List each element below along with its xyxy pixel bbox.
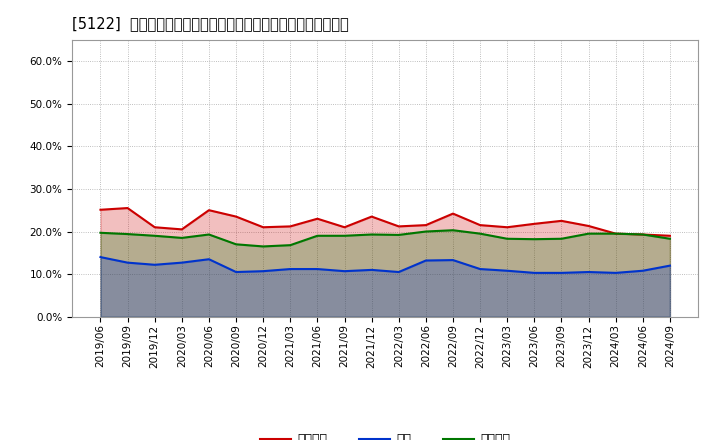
在庫: [123, 260, 132, 265]
売上債権: [178, 227, 186, 232]
売上債権: [557, 218, 566, 224]
売上債権: [503, 224, 511, 230]
売上債権: [341, 224, 349, 230]
買入債務: [476, 231, 485, 236]
買入債務: [341, 233, 349, 238]
買入債務: [123, 231, 132, 237]
Text: [5122]  売上債権、在庫、買入債務の総資産に対する比率の推移: [5122] 売上債権、在庫、買入債務の総資産に対する比率の推移: [72, 16, 348, 32]
売上債権: [639, 232, 647, 237]
Line: 在庫: 在庫: [101, 257, 670, 273]
売上債権: [232, 214, 240, 219]
在庫: [421, 258, 430, 263]
売上債権: [584, 224, 593, 229]
買入債務: [286, 242, 294, 248]
買入債務: [503, 236, 511, 242]
在庫: [367, 267, 376, 272]
買入債務: [204, 232, 213, 237]
売上債権: [421, 223, 430, 228]
Line: 売上債権: 売上債権: [101, 208, 670, 236]
売上債権: [259, 224, 268, 230]
売上債権: [96, 207, 105, 213]
在庫: [665, 263, 674, 268]
売上債権: [611, 231, 620, 236]
買入債務: [557, 236, 566, 242]
Legend: 売上債権, 在庫, 買入債務: 売上債権, 在庫, 買入債務: [255, 429, 516, 440]
売上債権: [530, 221, 539, 227]
在庫: [449, 257, 457, 263]
買入債務: [96, 230, 105, 235]
買入債務: [178, 235, 186, 241]
買入債務: [584, 231, 593, 236]
売上債権: [286, 224, 294, 229]
買入債務: [421, 229, 430, 234]
在庫: [150, 262, 159, 268]
在庫: [204, 257, 213, 262]
買入債務: [611, 231, 620, 236]
在庫: [178, 260, 186, 265]
売上債権: [123, 205, 132, 211]
売上債権: [665, 233, 674, 238]
在庫: [557, 270, 566, 275]
買入債務: [665, 236, 674, 242]
在庫: [313, 266, 322, 271]
在庫: [96, 254, 105, 260]
買入債務: [449, 227, 457, 233]
買入債務: [150, 233, 159, 238]
在庫: [259, 268, 268, 274]
売上債権: [150, 224, 159, 230]
在庫: [476, 266, 485, 271]
Line: 買入債務: 買入債務: [101, 230, 670, 246]
買入債務: [232, 242, 240, 247]
買入債務: [639, 232, 647, 237]
在庫: [611, 270, 620, 275]
在庫: [232, 269, 240, 275]
売上債権: [476, 223, 485, 228]
売上債権: [204, 208, 213, 213]
在庫: [530, 270, 539, 275]
在庫: [503, 268, 511, 273]
買入債務: [313, 233, 322, 238]
売上債権: [313, 216, 322, 221]
売上債権: [449, 211, 457, 216]
売上債権: [395, 224, 403, 229]
売上債権: [367, 214, 376, 219]
買入債務: [367, 232, 376, 237]
在庫: [395, 269, 403, 275]
在庫: [639, 268, 647, 273]
買入債務: [395, 232, 403, 238]
買入債務: [259, 244, 268, 249]
在庫: [286, 266, 294, 271]
在庫: [584, 269, 593, 275]
買入債務: [530, 237, 539, 242]
在庫: [341, 268, 349, 274]
